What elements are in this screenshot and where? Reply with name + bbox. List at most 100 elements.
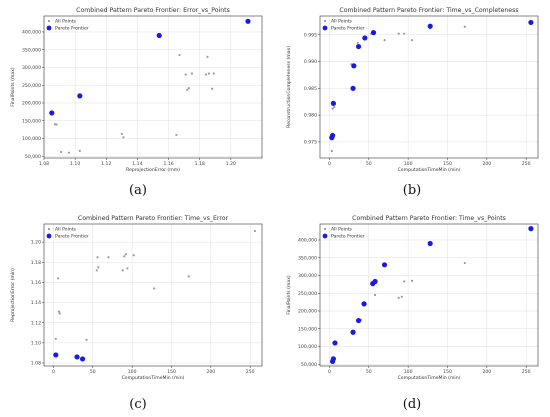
legend-label: Pareto Frontier: [331, 26, 365, 32]
pareto-point: [74, 354, 80, 360]
y-tick-label: 300,000: [22, 65, 41, 71]
legend-label: All Points: [55, 227, 77, 233]
all-points-point: [175, 133, 178, 137]
legend-label: Pareto Frontier: [55, 234, 89, 240]
pareto-point: [370, 30, 377, 36]
y-tick-label: 1.18: [31, 260, 41, 266]
legend-marker: [47, 19, 51, 23]
all-points-point: [190, 72, 194, 75]
x-tick-label: 100: [404, 369, 413, 375]
pareto-point: [361, 301, 367, 307]
plot-frame: [319, 223, 539, 367]
all-points-point: [463, 25, 466, 28]
all-points-point: [463, 261, 466, 265]
chart-panel-b: Combined Pattern Pareto Frontier: Time_v…: [282, 4, 544, 176]
pareto-point: [528, 19, 534, 26]
pareto-point: [351, 63, 357, 69]
pareto-point: [427, 23, 433, 29]
y-tick-label: 50,000: [301, 362, 317, 368]
all-points-point: [383, 39, 386, 42]
x-axis-label: ComputationTimeMin (min): [122, 375, 185, 381]
all-points-point: [410, 39, 414, 42]
chart-b: Combined Pattern Pareto Frontier: Time_v…: [286, 7, 539, 173]
pareto-point: [350, 329, 356, 335]
x-tick-label: 200: [206, 369, 215, 375]
legend-label: All Points: [331, 19, 353, 25]
chart-title: Combined Pattern Pareto Frontier: Error_…: [76, 7, 230, 14]
x-axis-label: ReprojectionError (mm): [126, 167, 180, 173]
y-tick-label: 250,000: [22, 83, 41, 89]
all-points-point: [184, 73, 187, 76]
x-axis-label: ComputationTimeMin (min): [398, 167, 461, 173]
y-tick-label: 200,000: [298, 309, 317, 315]
y-tick-label: 200,000: [22, 101, 41, 107]
all-points-point: [356, 41, 359, 44]
y-tick-label: 50,000: [25, 154, 41, 160]
x-tick-label: 50: [366, 161, 372, 167]
y-axis-label: ReconstructionCompleteness (max): [286, 46, 292, 128]
y-tick-label: 350,000: [22, 47, 41, 53]
x-tick-label: 1.12: [101, 161, 111, 167]
pareto-point: [53, 352, 59, 358]
all-points-point: [186, 88, 189, 91]
y-tick-label: 1.08: [31, 361, 41, 367]
all-points-point: [211, 87, 214, 90]
x-tick-label: 0: [328, 161, 331, 167]
pareto-point: [381, 262, 388, 268]
all-points-point: [333, 105, 336, 109]
pareto-point: [77, 93, 83, 99]
all-points-point: [153, 287, 156, 290]
legend-marker: [323, 19, 327, 23]
all-points-point: [207, 72, 211, 75]
all-points-point: [187, 86, 190, 90]
all-points-point: [123, 255, 126, 258]
legend-marker: [322, 25, 328, 31]
y-tick-label: 1.10: [31, 340, 41, 346]
pareto-point: [332, 340, 338, 346]
all-points-point: [120, 132, 123, 135]
chart-panel-c: Combined Pattern Pareto Frontier: Time_v…: [6, 212, 268, 384]
x-tick-label: 0: [52, 369, 55, 375]
pareto-point: [362, 35, 368, 41]
all-points-point: [206, 55, 209, 58]
x-tick-label: 100: [128, 369, 137, 375]
y-tick-label: 0.995: [304, 32, 317, 38]
x-tick-label: 200: [482, 369, 491, 375]
x-tick-label: 150: [167, 369, 176, 375]
all-points-point: [122, 136, 125, 139]
all-points-point: [58, 312, 61, 315]
all-points-point: [67, 151, 71, 154]
y-axis-label: ReprojectionError (min): [10, 268, 16, 322]
chart-d: Combined Pattern Pareto Frontier: Time_v…: [286, 215, 539, 381]
chart-panel-a: Combined Pattern Pareto Frontier: Error_…: [6, 4, 268, 176]
pareto-point: [156, 32, 162, 39]
chart-title: Combined Pattern Pareto Frontier: Time_v…: [78, 215, 229, 222]
all-points-point: [78, 149, 81, 152]
pareto-point: [79, 356, 86, 362]
pareto-point: [350, 85, 356, 91]
x-tick-label: 50: [90, 369, 96, 375]
legend-label: Pareto Frontier: [55, 26, 89, 32]
chart-a: Combined Pattern Pareto Frontier: Error_…: [10, 7, 263, 173]
y-tick-label: 1.20: [31, 240, 41, 246]
all-points-point: [57, 277, 60, 280]
x-tick-label: 150: [443, 161, 452, 167]
x-tick-label: 200: [482, 161, 491, 167]
all-points-point: [397, 32, 400, 35]
y-tick-label: 300,000: [298, 273, 317, 279]
all-points-point: [373, 293, 377, 297]
all-points-point: [204, 73, 208, 76]
legend-label: All Points: [331, 227, 353, 233]
plot-frame: [319, 15, 539, 159]
all-points-point: [400, 295, 403, 298]
legend-marker: [323, 227, 327, 231]
pareto-point: [355, 317, 362, 324]
all-points-point: [330, 149, 333, 153]
pareto-point: [330, 356, 336, 362]
all-points-point: [96, 256, 99, 259]
all-points-point: [403, 280, 406, 283]
y-tick-label: 400,000: [298, 238, 317, 244]
all-points-point: [55, 123, 58, 126]
y-tick-label: 250,000: [298, 291, 317, 297]
all-points-point: [253, 229, 257, 233]
